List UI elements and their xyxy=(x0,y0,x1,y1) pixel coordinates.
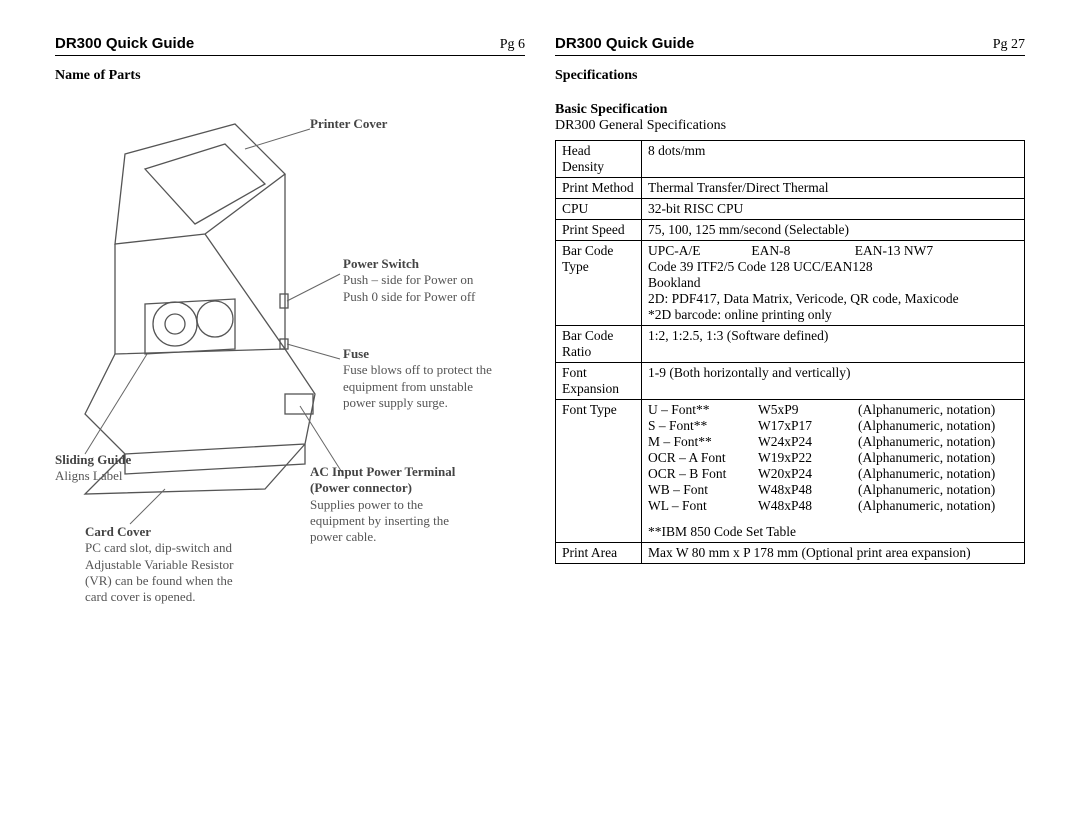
doc-title-left: DR300 Quick Guide xyxy=(55,35,194,52)
table-row: Print Speed 75, 100, 125 mm/second (Sele… xyxy=(556,220,1025,241)
page-number-left: Pg 6 xyxy=(500,37,525,53)
left-page: DR300 Quick Guide Pg 6 Name of Parts xyxy=(40,35,540,799)
parts-diagram: Printer Cover Power Switch Push – side f… xyxy=(55,94,495,624)
table-row: Bar Code Ratio 1:2, 1:2.5, 1:3 (Software… xyxy=(556,326,1025,363)
callout-sliding-guide: Sliding Guide Aligns Label xyxy=(55,452,131,485)
sub-heading-basic: Basic Specification xyxy=(555,102,1025,118)
table-row: Bar Code Type UPC-A/E EAN-8 EAN-13 NW7 C… xyxy=(556,241,1025,326)
right-page: DR300 Quick Guide Pg 27 Specifications B… xyxy=(540,35,1040,799)
section-heading-parts: Name of Parts xyxy=(55,68,525,84)
callout-printer-cover: Printer Cover xyxy=(310,116,387,132)
page-header-right: DR300 Quick Guide Pg 27 xyxy=(555,35,1025,56)
section-heading-specs: Specifications xyxy=(555,68,1025,84)
callout-fuse: Fuse Fuse blows off to protect the equip… xyxy=(343,346,503,411)
spec-table: Head Density 8 dots/mm Print Method Ther… xyxy=(555,140,1025,564)
table-row: Font Expansion 1-9 (Both horizontally an… xyxy=(556,363,1025,400)
callout-ac-input: AC Input Power Terminal (Power connector… xyxy=(310,464,480,545)
doc-title-right: DR300 Quick Guide xyxy=(555,35,694,52)
callout-card-cover: Card Cover PC card slot, dip-switch and … xyxy=(85,524,275,605)
page-header-left: DR300 Quick Guide Pg 6 xyxy=(55,35,525,56)
table-row: Print Method Thermal Transfer/Direct The… xyxy=(556,178,1025,199)
table-row: Print Area Max W 80 mm x P 178 mm (Optio… xyxy=(556,543,1025,564)
table-row: Font Type U – Font**W5xP9(Alphanumeric, … xyxy=(556,400,1025,543)
callout-power-switch: Power Switch Push – side for Power on Pu… xyxy=(343,256,493,305)
page-number-right: Pg 27 xyxy=(993,37,1025,53)
sub-text-general: DR300 General Specifications xyxy=(555,118,1025,134)
table-row: CPU 32-bit RISC CPU xyxy=(556,199,1025,220)
table-row: Head Density 8 dots/mm xyxy=(556,141,1025,178)
